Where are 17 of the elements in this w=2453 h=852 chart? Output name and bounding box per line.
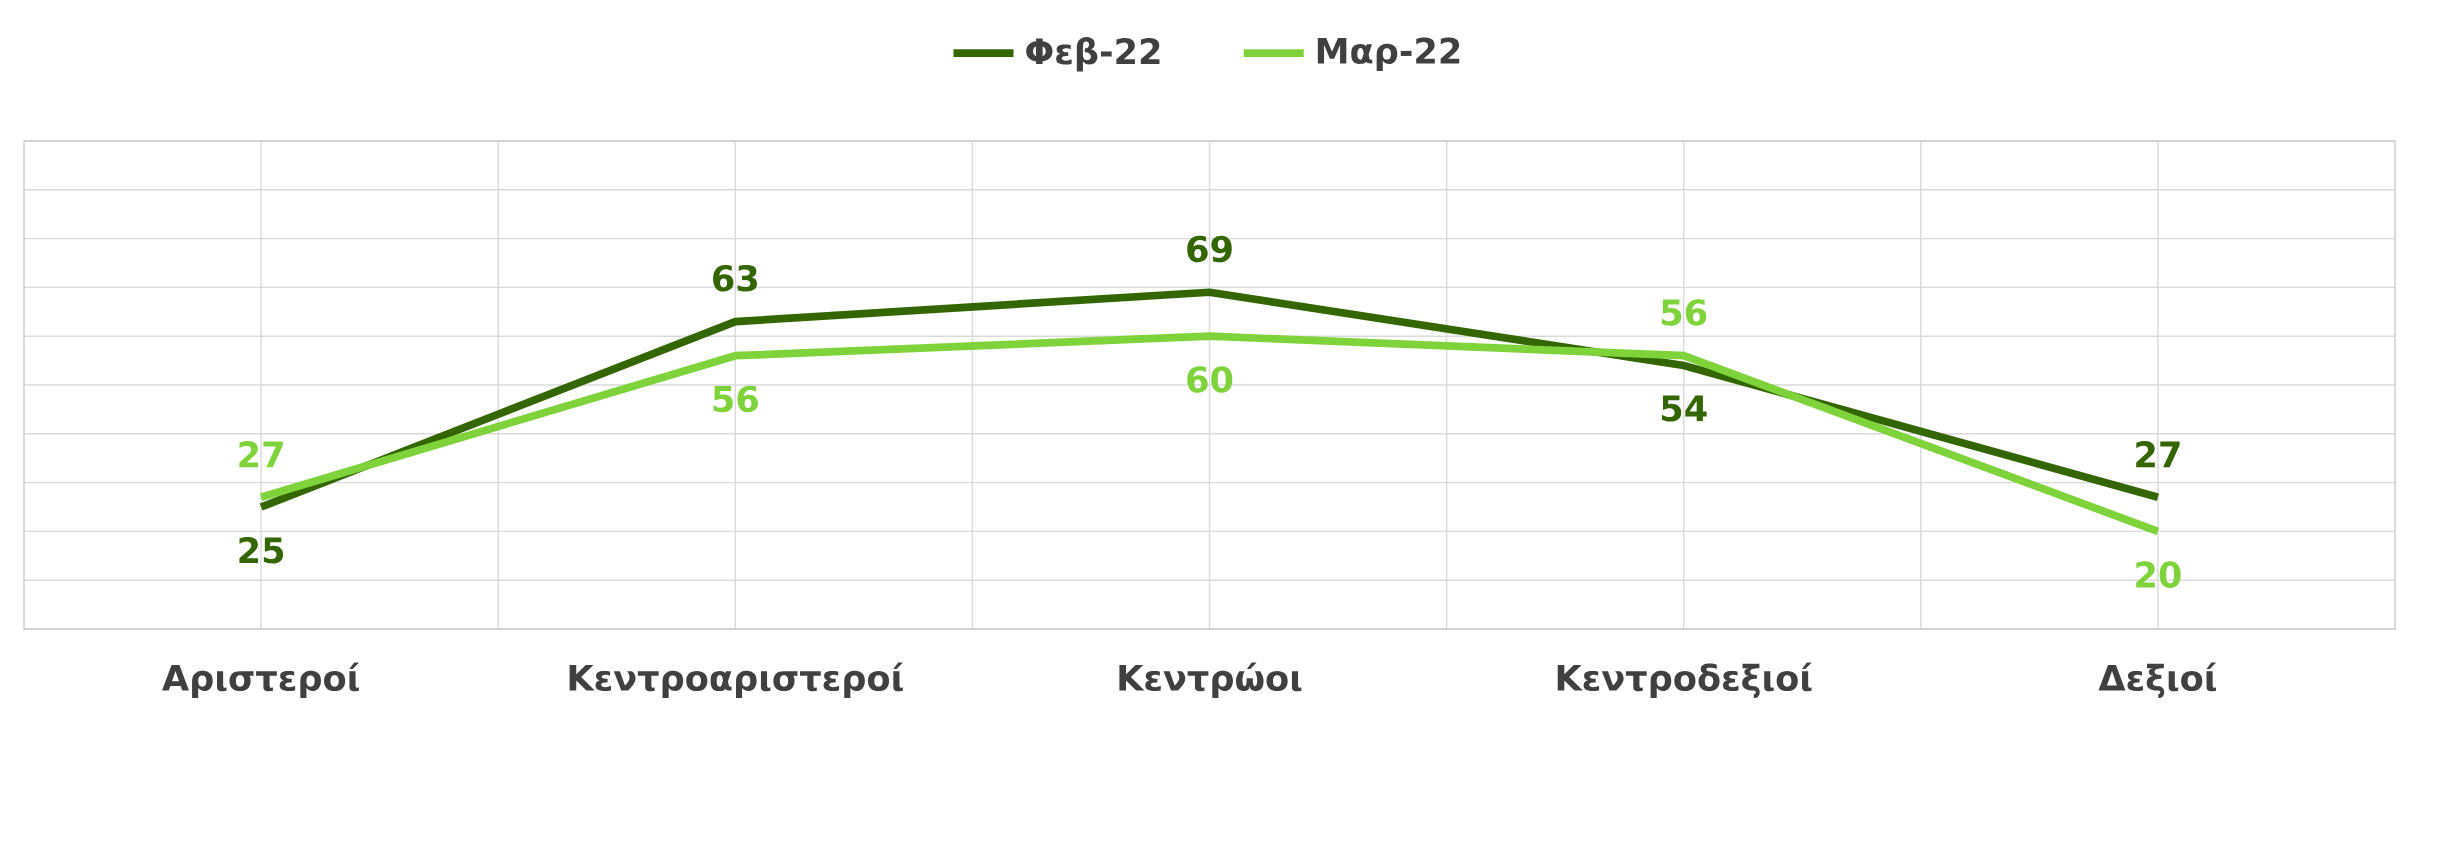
x-tick-label: Κεντρώοι (1119, 662, 1302, 698)
data-label: 56 (713, 385, 758, 413)
data-label: 56 (1661, 299, 1707, 326)
data-label: 25 (239, 536, 284, 564)
x-tick-label: Αριστεροί (162, 662, 360, 698)
data-label: 20 (2136, 561, 2181, 588)
data-label: 54 (1661, 395, 1707, 422)
legend-label: Φεβ-22 (1026, 36, 1160, 72)
data-label: 27 (239, 441, 283, 468)
data-label: 27 (2136, 441, 2180, 468)
legend-label: Μαρ-22 (1317, 37, 1460, 71)
data-label: 63 (713, 264, 757, 292)
x-tick-label: Κεντροαριστεροί (569, 662, 903, 698)
data-label: 60 (1187, 366, 1233, 393)
x-tick-label: Δεξιοί (2098, 662, 2217, 698)
x-tick-label: Κεντροδεξιοί (1557, 662, 1812, 698)
data-label: 69 (1187, 235, 1232, 263)
